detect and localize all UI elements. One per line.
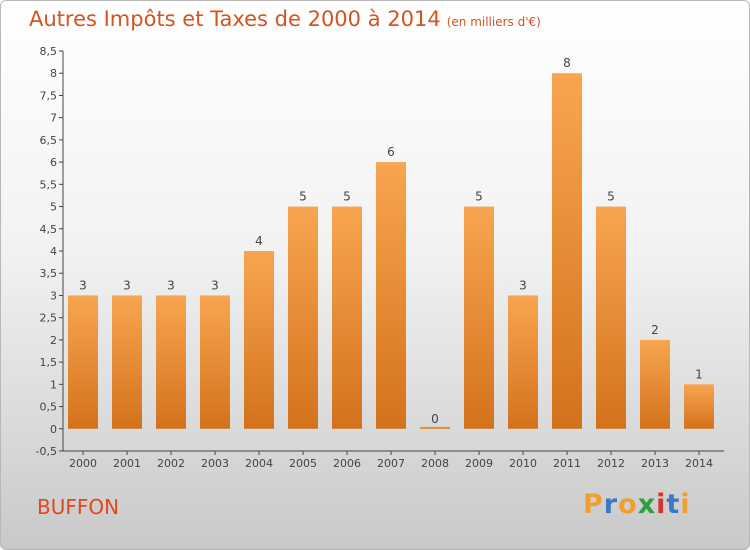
bar-2012 xyxy=(596,206,626,429)
y-tick-label: 5,5 xyxy=(40,178,58,191)
data-label-2012: 5 xyxy=(607,190,615,204)
bar-2004 xyxy=(244,251,274,429)
bar-2005 xyxy=(288,206,318,429)
x-tick-label-2009: 2009 xyxy=(465,457,493,470)
y-tick-label: 4 xyxy=(50,245,57,258)
data-label-2002: 3 xyxy=(167,278,175,292)
brand-letter: t xyxy=(666,489,681,520)
bar-2007 xyxy=(376,162,406,429)
x-tick-label-2000: 2000 xyxy=(69,457,97,470)
bar-2008 xyxy=(420,426,450,429)
chart-unit: (en milliers d'€) xyxy=(446,15,541,29)
data-label-2007: 6 xyxy=(387,145,395,159)
y-tick-label: 6,5 xyxy=(40,134,58,147)
data-label-2008: 0 xyxy=(431,412,439,426)
x-tick-label-2001: 2001 xyxy=(113,457,141,470)
brand-letter: P xyxy=(583,489,604,520)
brand-letter: x xyxy=(637,489,657,520)
y-tick-label: 6 xyxy=(50,156,57,169)
y-tick-label: 5 xyxy=(50,201,57,214)
brand-letter: i xyxy=(656,489,667,520)
data-label-2000: 3 xyxy=(79,278,87,292)
x-tick-label-2005: 2005 xyxy=(289,457,317,470)
y-tick-label: 1 xyxy=(50,378,57,391)
y-tick-label: 4,5 xyxy=(40,223,58,236)
proxiti-logo: Proxiti xyxy=(583,489,691,520)
commune-name: BUFFON xyxy=(37,495,120,519)
y-tick-label: 7,5 xyxy=(40,89,58,102)
chart-title: Autres Impôts et Taxes de 2000 à 2014 (en… xyxy=(29,7,541,31)
brand-letter: r xyxy=(603,489,619,520)
brand-letter: i xyxy=(680,489,691,520)
y-tick-label: 8 xyxy=(50,67,57,80)
x-tick-label-2007: 2007 xyxy=(377,457,405,470)
x-tick-label-2012: 2012 xyxy=(597,457,625,470)
bar-2009 xyxy=(464,206,494,429)
bar-2010 xyxy=(508,295,538,429)
brand-letter: o xyxy=(618,489,638,520)
bar-2014 xyxy=(684,384,714,429)
x-tick-label-2008: 2008 xyxy=(421,457,449,470)
data-label-2010: 3 xyxy=(519,278,527,292)
x-tick-label-2011: 2011 xyxy=(553,457,581,470)
y-tick-label: 8,5 xyxy=(40,45,58,58)
y-tick-label: 0,5 xyxy=(40,401,58,414)
x-tick-label-2006: 2006 xyxy=(333,457,361,470)
x-tick-label-2004: 2004 xyxy=(245,457,273,470)
bar-2001 xyxy=(112,295,142,429)
data-label-2005: 5 xyxy=(299,190,307,204)
y-tick-label: 3 xyxy=(50,289,57,302)
bar-2006 xyxy=(332,206,362,429)
bar-2013 xyxy=(640,339,670,429)
chart-title-text: Autres Impôts et Taxes de 2000 à 2014 xyxy=(29,7,441,31)
bar-2002 xyxy=(156,295,186,429)
x-tick-label-2003: 2003 xyxy=(201,457,229,470)
y-tick-label: 7 xyxy=(50,112,57,125)
bar-2011 xyxy=(552,73,582,429)
bar-2003 xyxy=(200,295,230,429)
data-label-2001: 3 xyxy=(123,278,131,292)
data-label-2011: 8 xyxy=(563,56,571,70)
data-label-2003: 3 xyxy=(211,278,219,292)
data-label-2004: 4 xyxy=(255,234,263,248)
bar-2000 xyxy=(68,295,98,429)
x-tick-label-2010: 2010 xyxy=(509,457,537,470)
data-label-2006: 5 xyxy=(343,190,351,204)
data-label-2014: 1 xyxy=(695,367,703,381)
data-label-2013: 2 xyxy=(651,323,659,337)
x-tick-label-2013: 2013 xyxy=(641,457,669,470)
y-tick-label: 0 xyxy=(50,423,57,436)
x-tick-label-2002: 2002 xyxy=(157,457,185,470)
x-tick-label-2014: 2014 xyxy=(685,457,713,470)
y-tick-label: 1,5 xyxy=(40,356,58,369)
y-tick-label: 2,5 xyxy=(40,312,58,325)
y-tick-label: 2 xyxy=(50,334,57,347)
data-label-2009: 5 xyxy=(475,190,483,204)
y-tick-label: -0,5 xyxy=(36,445,57,458)
y-tick-label: 3,5 xyxy=(40,267,58,280)
